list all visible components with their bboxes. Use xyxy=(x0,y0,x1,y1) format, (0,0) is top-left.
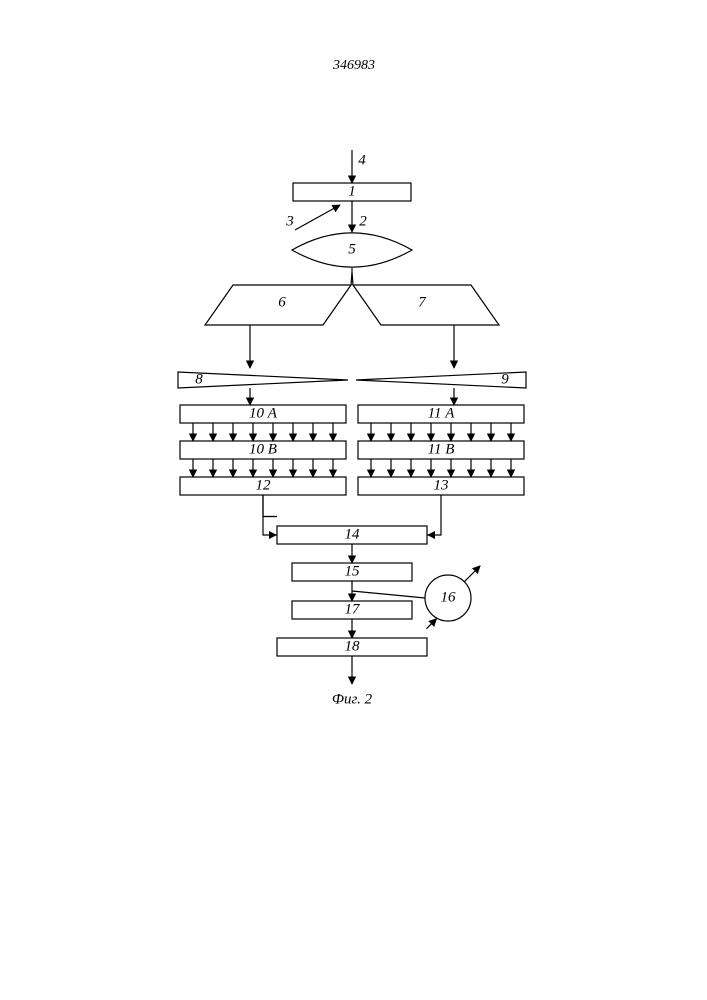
svg-text:4: 4 xyxy=(358,152,366,168)
svg-text:11 А: 11 А xyxy=(428,405,456,421)
svg-text:17: 17 xyxy=(345,601,362,617)
svg-text:2: 2 xyxy=(359,213,367,229)
svg-text:10 А: 10 А xyxy=(249,405,278,421)
svg-text:10 В: 10 В xyxy=(249,441,277,457)
svg-text:3: 3 xyxy=(285,213,294,229)
svg-text:8: 8 xyxy=(195,371,203,387)
svg-text:7: 7 xyxy=(418,294,427,310)
svg-text:Фиг. 2: Фиг. 2 xyxy=(332,691,373,707)
svg-text:16: 16 xyxy=(441,589,457,605)
svg-text:6: 6 xyxy=(278,294,286,310)
svg-text:18: 18 xyxy=(345,638,361,654)
svg-text:11 В: 11 В xyxy=(428,441,455,457)
svg-text:9: 9 xyxy=(501,371,509,387)
svg-text:346983: 346983 xyxy=(332,58,375,73)
svg-text:14: 14 xyxy=(345,526,361,542)
svg-text:13: 13 xyxy=(434,477,449,493)
svg-text:15: 15 xyxy=(345,563,361,579)
svg-text:12: 12 xyxy=(256,477,272,493)
flowchart-diagram: 34698341235678910 А10 В1211 А11 В1314151… xyxy=(0,0,707,1000)
svg-text:1: 1 xyxy=(348,183,356,199)
svg-text:5: 5 xyxy=(348,241,356,257)
